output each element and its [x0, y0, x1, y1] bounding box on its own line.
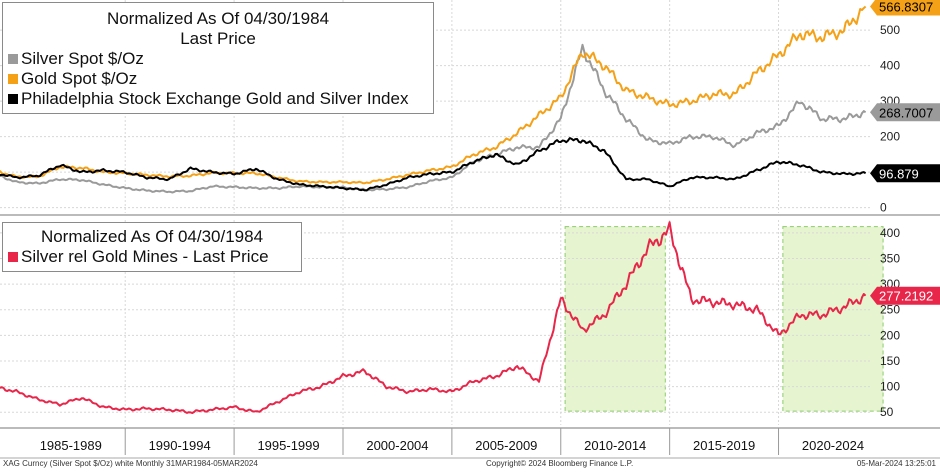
legend-ratio: Silver rel Gold Mines - Last Price — [3, 247, 301, 267]
gold-swatch — [8, 74, 18, 84]
last-value-tag-silver-rel-gold-mines-last-price: 277.2192 — [870, 286, 940, 305]
highlight-area-1 — [564, 226, 666, 412]
series-line-philadelphia-stock-exchange-gold-and-silver-index — [0, 137, 867, 192]
index-swatch — [8, 94, 18, 104]
legend-index: Philadelphia Stock Exchange Gold and Sil… — [3, 89, 433, 109]
series-line-gold-spot-oz — [0, 5, 867, 185]
top-legend-subtitle: Last Price — [180, 29, 256, 48]
bottom-ytick-100: 100 — [880, 380, 900, 394]
last-value-tag-gold-spot-oz: 566.8307 — [870, 0, 940, 16]
footer-center: Copyright© 2024 Bloomberg Finance L.P. — [486, 459, 634, 468]
legend-index-label: Philadelphia Stock Exchange Gold and Sil… — [21, 89, 409, 108]
top-ytick-200: 200 — [880, 130, 900, 144]
x-tick-label-1985-1989: 1985-1989 — [40, 438, 102, 453]
top-ytick-400: 400 — [880, 59, 900, 73]
last-value-tag-silver-spot-oz: 268.7007 — [870, 103, 940, 122]
series-line-silver-spot-oz — [0, 43, 867, 194]
bottom-ytick-250: 250 — [880, 303, 900, 317]
last-value-label-silver-rel-gold-mines-last-price: 277.2192 — [879, 289, 933, 304]
footer-right: 05-Mar-2024 13:25:01 — [856, 459, 936, 468]
bottom-legend-title: Normalized As Of 04/30/1984 — [40, 227, 264, 246]
silver-swatch — [8, 54, 18, 64]
last-value-label-gold-spot-oz: 566.8307 — [879, 0, 933, 14]
legend-silver: Silver Spot $/Oz — [3, 49, 433, 69]
bottom-legend: Normalized As Of 04/30/1984 Silver rel G… — [2, 222, 302, 272]
top-ytick-500: 500 — [880, 23, 900, 37]
bottom-ytick-400: 400 — [880, 226, 900, 240]
x-tick-label-2015-2019: 2015-2019 — [693, 438, 755, 453]
last-value-label-silver-spot-oz: 268.7007 — [879, 105, 933, 120]
x-tick-label-1990-1994: 1990-1994 — [149, 438, 211, 453]
x-tick-label-2010-2014: 2010-2014 — [584, 438, 646, 453]
x-tick-label-1995-1999: 1995-1999 — [257, 438, 319, 453]
last-value-label-philadelphia-stock-exchange-gold-and-silver-index: 96.879 — [879, 166, 919, 181]
legend-silver-label: Silver Spot $/Oz — [21, 49, 144, 68]
last-value-tag-philadelphia-stock-exchange-gold-and-silver-index: 96.879 — [870, 164, 940, 183]
top-legend: Normalized As Of 04/30/1984 Last Price S… — [2, 2, 434, 114]
series-line-silver-rel-gold-mines-last-price — [0, 221, 867, 414]
x-tick-label-2005-2009: 2005-2009 — [475, 438, 537, 453]
x-tick-label-2020-2024: 2020-2024 — [802, 438, 864, 453]
footer-left: XAG Curncy (Silver Spot $/Oz) white Mont… — [3, 459, 258, 468]
bottom-ytick-50: 50 — [880, 405, 894, 419]
legend-gold-label: Gold Spot $/Oz — [21, 69, 138, 88]
x-tick-label-2000-2004: 2000-2004 — [366, 438, 428, 453]
bottom-ytick-150: 150 — [880, 354, 900, 368]
highlight-area-2 — [782, 226, 884, 412]
ratio-swatch — [8, 252, 18, 262]
legend-ratio-label: Silver rel Gold Mines - Last Price — [21, 247, 269, 266]
top-legend-title: Normalized As Of 04/30/1984 — [106, 9, 330, 28]
bottom-ytick-200: 200 — [880, 328, 900, 342]
bottom-ytick-350: 350 — [880, 251, 900, 265]
legend-gold: Gold Spot $/Oz — [3, 69, 433, 89]
top-ytick-0: 0 — [880, 201, 887, 215]
